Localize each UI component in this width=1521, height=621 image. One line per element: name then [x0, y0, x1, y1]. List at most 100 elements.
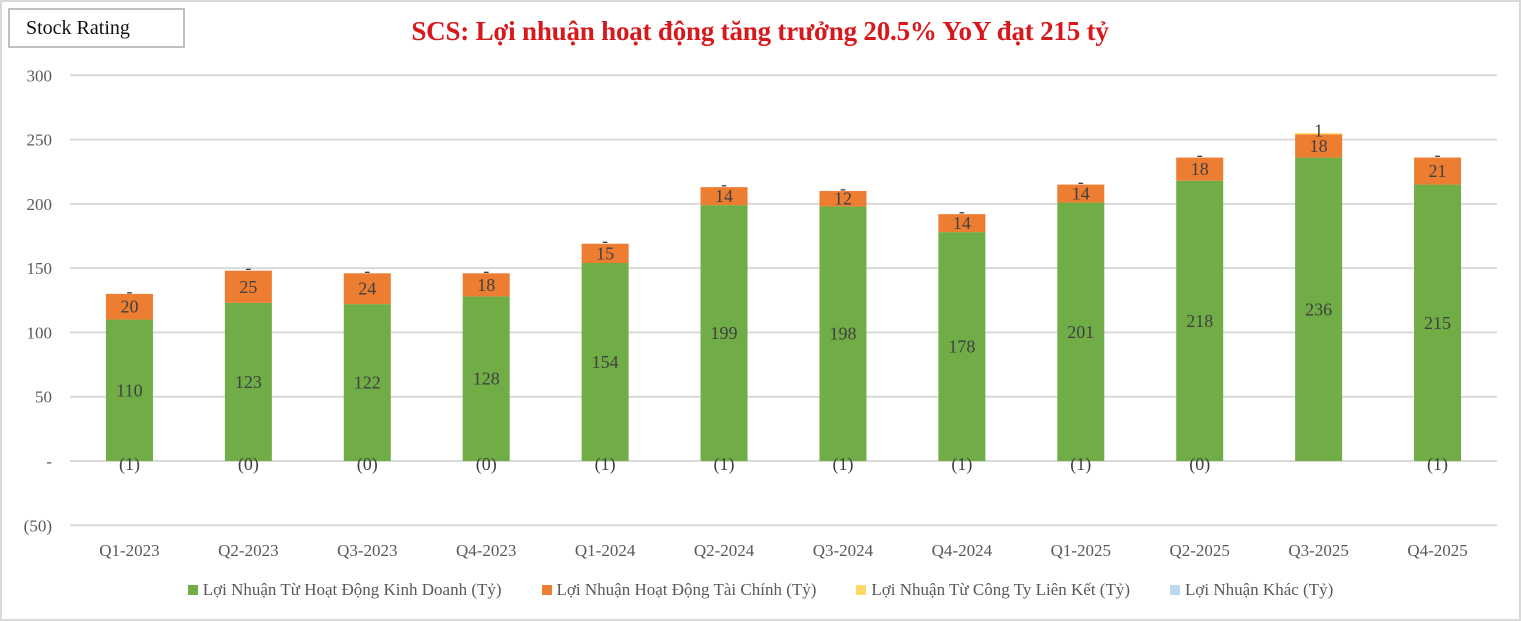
- legend-label: Lợi Nhuận Từ Công Ty Liên Kết (Tỷ): [871, 580, 1131, 599]
- data-label-other: (1): [1427, 454, 1448, 475]
- data-label-operating: 236: [1305, 299, 1332, 319]
- y-tick-label: 150: [27, 259, 53, 278]
- data-label-financial: 20: [120, 297, 138, 317]
- data-label-financial: 21: [1429, 161, 1447, 181]
- bar-operating-profit: [1176, 180, 1224, 461]
- bar-financial-profit: [343, 273, 391, 305]
- legend-swatch-icon: [856, 585, 867, 595]
- data-label-operating: 110: [116, 380, 142, 400]
- data-label-other: (1): [714, 454, 735, 475]
- bar-financial-profit: [700, 187, 748, 206]
- data-label-associates: -: [483, 260, 489, 280]
- chart-legend: Lợi Nhuận Từ Hoạt Động Kinh Doanh (Tỷ) Lợ…: [0, 580, 1521, 600]
- bar-operating-profit: [343, 304, 391, 461]
- bar-financial-profit: [1057, 184, 1105, 203]
- data-label-financial: 18: [1191, 159, 1209, 179]
- bar-operating-profit: [700, 205, 748, 461]
- data-label-other: (1): [1070, 454, 1091, 475]
- legend-item: Lợi Nhuận Khác (Tỷ): [1170, 580, 1333, 600]
- data-label-operating: 215: [1424, 313, 1451, 333]
- data-label-financial: 24: [358, 279, 376, 299]
- data-label-associates: -: [1197, 145, 1203, 165]
- bar-operating-profit: [1295, 157, 1343, 461]
- data-label-associates: -: [959, 201, 965, 221]
- bar-financial-profit: [581, 243, 629, 264]
- x-tick-label: Q4-2023: [456, 541, 516, 560]
- data-label-other: (0): [476, 454, 497, 475]
- x-tick-label: Q1-2025: [1051, 541, 1111, 560]
- data-label-associates: -: [126, 281, 132, 301]
- x-tick-label: Q4-2025: [1407, 541, 1467, 560]
- x-tick-label: Q4-2024: [932, 541, 993, 560]
- x-tick-label: Q2-2025: [1169, 541, 1229, 560]
- data-label-financial: 14: [715, 186, 733, 206]
- bar-operating-profit: [581, 263, 629, 461]
- data-label-associates: -: [721, 174, 727, 194]
- y-tick-label: 100: [27, 323, 53, 342]
- data-label-operating: 178: [948, 337, 975, 357]
- data-label-other: (1): [595, 454, 616, 475]
- y-tick-label: 250: [27, 131, 53, 150]
- x-tick-label: Q1-2023: [99, 541, 159, 560]
- legend-label: Lợi Nhuận Hoạt Động Tài Chính (Tỷ): [556, 580, 817, 599]
- bar-associates-profit: [1295, 133, 1343, 135]
- data-label-financial: 12: [834, 189, 852, 209]
- legend-swatch-icon: [1170, 585, 1181, 595]
- gridlines: [70, 74, 1497, 527]
- y-tick-label: (50): [24, 516, 52, 535]
- data-label-financial: 15: [596, 243, 614, 263]
- bar-operating-profit: [105, 319, 153, 461]
- data-label-other: (0): [1189, 454, 1210, 475]
- data-label-other: (1): [832, 454, 853, 475]
- bar-financial-profit: [462, 273, 510, 297]
- x-tick-label: Q1-2024: [575, 541, 636, 560]
- legend-swatch-icon: [541, 585, 552, 595]
- bar-operating-profit: [224, 302, 272, 461]
- data-label-other: (1): [951, 454, 972, 475]
- x-tick-label: Q3-2025: [1288, 541, 1348, 560]
- y-tick-label: 200: [27, 195, 53, 214]
- data-label-associates: -: [1078, 172, 1084, 192]
- data-label-operating: 198: [829, 324, 856, 344]
- data-label-other: (0): [238, 454, 259, 475]
- bar-financial-profit: [1414, 157, 1462, 185]
- bar-financial-profit: [105, 293, 153, 320]
- y-tick-label: 50: [35, 388, 52, 407]
- x-axis: Q1-2023 Q2-2023 Q3-2023 Q4-2023 Q1-2024 Q2-20…: [99, 541, 1468, 560]
- x-tick-label: Q3-2024: [813, 541, 874, 560]
- data-label-operating: 218: [1186, 311, 1213, 331]
- data-label-operating: 201: [1067, 322, 1094, 342]
- bar-financial-profit: [1295, 134, 1343, 158]
- x-tick-label: Q2-2024: [694, 541, 755, 560]
- data-label-other: (1): [119, 454, 140, 475]
- stock-rating-badge: Stock Rating: [8, 8, 185, 48]
- data-label-associates: -: [245, 258, 251, 278]
- bar-financial-profit: [819, 191, 867, 207]
- data-label-operating: 199: [711, 323, 738, 343]
- legend-item: Lợi Nhuận Từ Hoạt Động Kinh Doanh (Tỷ): [187, 580, 502, 600]
- legend-item: Lợi Nhuận Hoạt Động Tài Chính (Tỷ): [541, 580, 817, 600]
- legend-item: Lợi Nhuận Từ Công Ty Liên Kết (Tỷ): [856, 580, 1130, 600]
- bar-operating-profit: [1057, 202, 1105, 462]
- data-label-financial: 14: [1072, 184, 1090, 204]
- data-labels: 11020-(1)12325-(0)12224-(0)12818-(0)1541…: [116, 120, 1451, 475]
- y-axis: 300 250 200 150 100 50 - (50): [24, 66, 53, 535]
- bar-operating-profit: [819, 206, 867, 461]
- data-label-financial: 18: [477, 275, 495, 295]
- legend-label: Lợi Nhuận Khác (Tỷ): [1185, 580, 1334, 599]
- data-label-other: (0): [357, 454, 378, 475]
- chart-title: SCS: Lợi nhuận hoạt động tăng trưởng 20.…: [411, 16, 1109, 46]
- bar-financial-profit: [938, 214, 986, 233]
- bar-operating-profit: [938, 232, 986, 461]
- data-label-operating: 123: [235, 372, 262, 392]
- data-label-associates: 1: [1314, 120, 1323, 140]
- data-label-associates: -: [364, 260, 370, 280]
- data-label-operating: 122: [354, 373, 381, 393]
- bar-financial-profit: [1176, 157, 1224, 181]
- bar-operating-profit: [462, 296, 510, 461]
- data-label-operating: 154: [592, 352, 619, 372]
- bars: [105, 133, 1462, 462]
- legend-label: Lợi Nhuận Từ Hoạt Động Kinh Doanh (Tỷ): [202, 580, 502, 599]
- x-tick-label: Q3-2023: [337, 541, 397, 560]
